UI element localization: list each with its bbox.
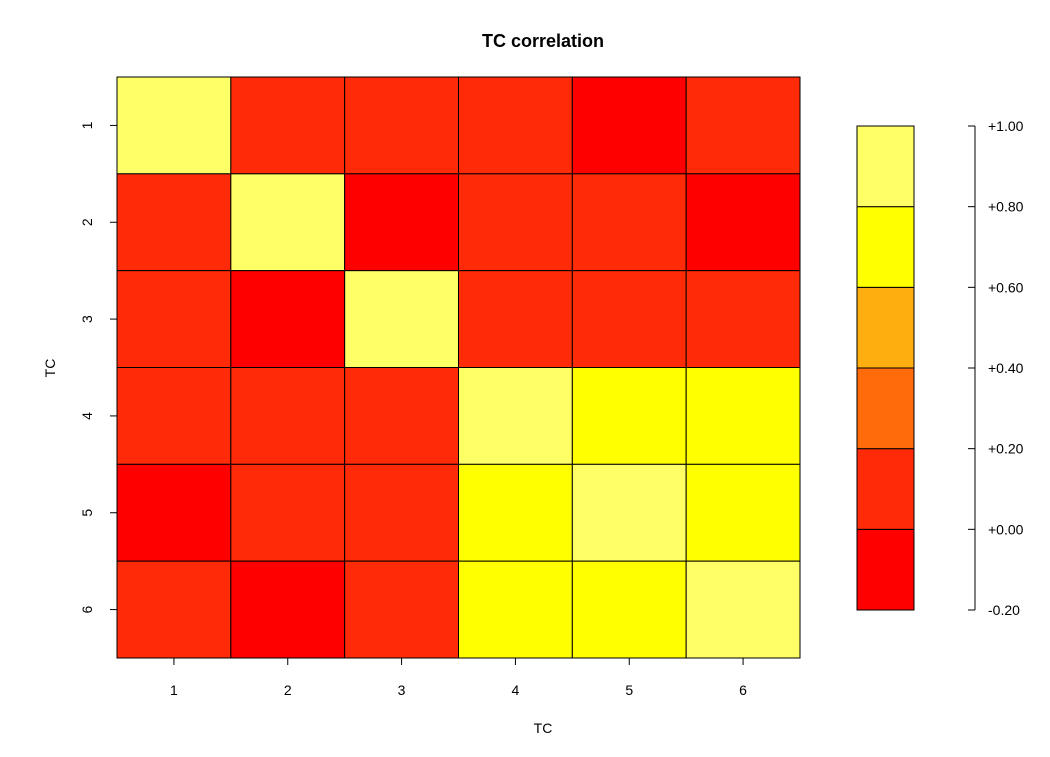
y-tick-label: 5 xyxy=(79,509,95,517)
x-tick-label: 6 xyxy=(739,682,747,698)
legend-tick-label: +0.00 xyxy=(988,521,1024,537)
heatmap-cell-4-6 xyxy=(685,367,801,465)
heatmap-cell-6-5 xyxy=(571,560,687,659)
legend-tick-label: -0.20 xyxy=(988,602,1020,618)
legend-swatch xyxy=(856,448,915,530)
y-tick-label: 3 xyxy=(79,315,95,323)
heatmap-cell-4-4 xyxy=(458,367,573,465)
heatmap-cell-1-5 xyxy=(571,76,687,175)
heatmap-cell-2-4 xyxy=(458,173,573,272)
heatmap-cell-5-3 xyxy=(344,463,459,562)
heatmap-cell-3-6 xyxy=(685,270,801,368)
x-tick-label: 1 xyxy=(170,682,178,698)
legend-swatch xyxy=(856,206,915,288)
heatmap-cell-1-4 xyxy=(458,76,573,175)
heatmap-cell-1-1 xyxy=(116,76,232,175)
y-tick-label: 1 xyxy=(79,121,95,129)
heatmap-cell-2-3 xyxy=(344,173,459,272)
x-axis-label: TC xyxy=(534,720,553,736)
y-axis: 1 2 3 4 5 6 xyxy=(79,121,117,613)
heatmap-cell-6-6 xyxy=(685,560,801,659)
x-tick-label: 2 xyxy=(284,682,292,698)
y-tick-label: 4 xyxy=(79,412,95,420)
heatmap-cell-1-6 xyxy=(685,76,801,175)
legend-tick-label: +0.60 xyxy=(988,279,1024,295)
y-axis-label: TC xyxy=(42,359,58,378)
legend-swatch xyxy=(856,286,915,369)
x-axis: 1 2 3 4 5 6 xyxy=(170,658,747,698)
heatmap-cell-2-1 xyxy=(116,173,232,272)
y-tick-label: 6 xyxy=(79,605,95,613)
heatmap-cell-5-6 xyxy=(685,463,801,562)
heatmap-cell-5-4 xyxy=(458,463,573,562)
x-tick-label: 4 xyxy=(512,682,520,698)
legend-tick-label: +1.00 xyxy=(988,118,1024,134)
legend-axis: -0.20 +0.00 +0.20 +0.40 +0.60 +0.80 +1.00 xyxy=(968,118,1024,618)
heatmap-cell-3-2 xyxy=(230,270,346,368)
legend-tick-label: +0.80 xyxy=(988,199,1024,215)
heatmap-cells xyxy=(116,76,801,659)
heatmap-cell-2-2 xyxy=(230,173,346,272)
heatmap-cell-3-4 xyxy=(458,270,573,368)
legend-swatch xyxy=(856,528,915,611)
heatmap-cell-1-3 xyxy=(344,76,459,175)
heatmap-cell-6-2 xyxy=(230,560,346,659)
x-tick-label: 5 xyxy=(625,682,633,698)
legend-swatch xyxy=(856,125,915,208)
heatmap-cell-2-5 xyxy=(571,173,687,272)
y-tick-label: 2 xyxy=(79,218,95,226)
heatmap-cell-5-5 xyxy=(571,463,687,562)
heatmap-cell-2-6 xyxy=(685,173,801,272)
heatmap-cell-3-3 xyxy=(344,270,459,368)
chart-title: TC correlation xyxy=(482,31,604,51)
heatmap-cell-6-3 xyxy=(344,560,459,659)
legend-swatch xyxy=(856,367,915,450)
heatmap-cell-1-2 xyxy=(230,76,346,175)
plot-border xyxy=(116,76,801,659)
heatmap-cell-5-2 xyxy=(230,463,346,562)
heatmap-cell-4-3 xyxy=(344,367,459,465)
heatmap-cell-4-1 xyxy=(116,367,232,465)
heatmap-cell-4-2 xyxy=(230,367,346,465)
heatmap-cell-4-5 xyxy=(571,367,687,465)
legend-tick-label: +0.40 xyxy=(988,360,1024,376)
legend-tick-label: +0.20 xyxy=(988,441,1024,457)
heatmap-cell-6-4 xyxy=(458,560,573,659)
heatmap-cell-3-1 xyxy=(116,270,232,368)
heatmap-cell-3-5 xyxy=(571,270,687,368)
color-legend xyxy=(856,125,915,611)
x-tick-label: 3 xyxy=(398,682,406,698)
heatmap-cell-5-1 xyxy=(116,463,232,562)
heatmap-cell-6-1 xyxy=(116,560,232,659)
